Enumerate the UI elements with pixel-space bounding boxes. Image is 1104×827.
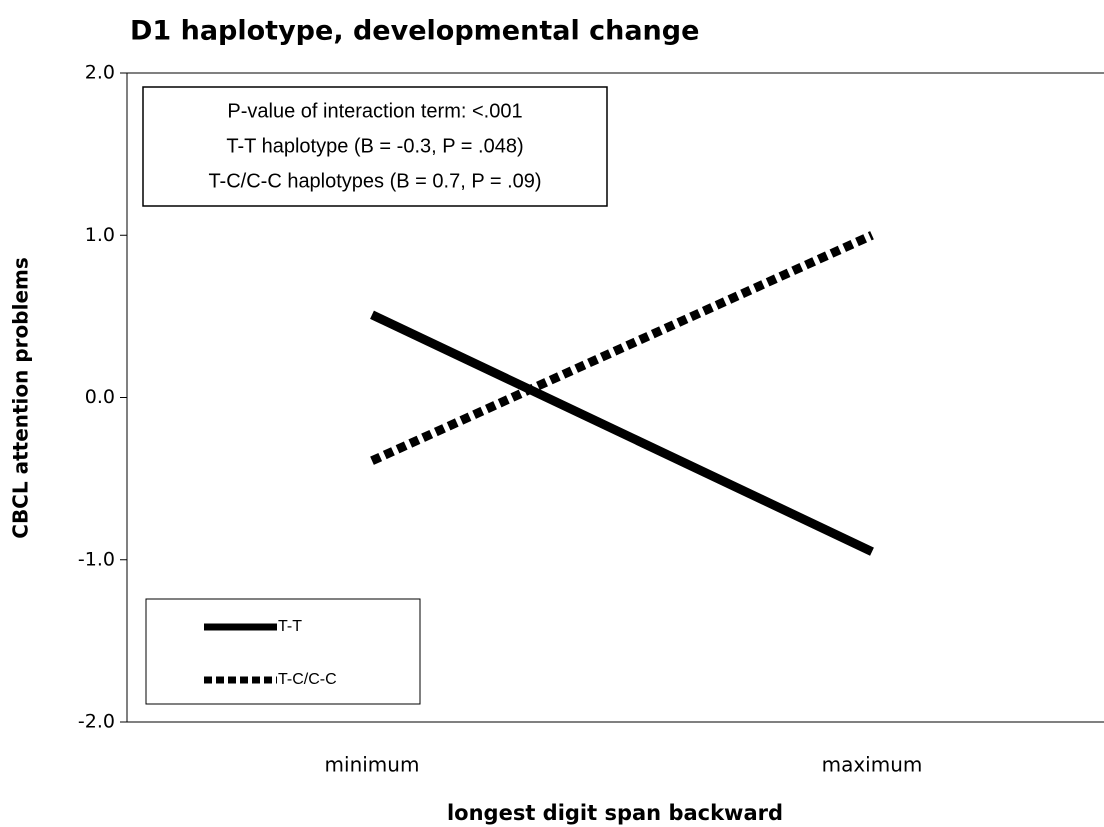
x-tick-label: maximum [822, 753, 923, 777]
y-axis-label: CBCL attention problems [9, 257, 33, 538]
y-tick-label: -1.0 [78, 548, 115, 570]
annotation: P-value of interaction term: <.001 [227, 100, 522, 122]
legend-label: T-C/C-C [278, 671, 337, 688]
chart-title: D1 haplotype, developmental change [130, 16, 699, 47]
y-tick-label: 2.0 [85, 62, 115, 84]
legend-box [145, 598, 421, 705]
annotation: T-C/C-C haplotypes (B = 0.7, P = .09) [208, 170, 541, 192]
x-axis-label: longest digit span backward [447, 801, 783, 825]
y-tick-label: -2.0 [78, 711, 115, 733]
annotation-box [142, 86, 608, 207]
y-tick-label: 1.0 [85, 224, 115, 246]
series-line [370, 231, 874, 465]
x-tick-label: minimum [325, 753, 420, 777]
series-line [370, 310, 874, 556]
annotation: T-T haplotype (B = -0.3, P = .048) [226, 135, 523, 157]
legend-label: T-T [278, 618, 302, 635]
y-tick-label: 0.0 [85, 386, 115, 408]
